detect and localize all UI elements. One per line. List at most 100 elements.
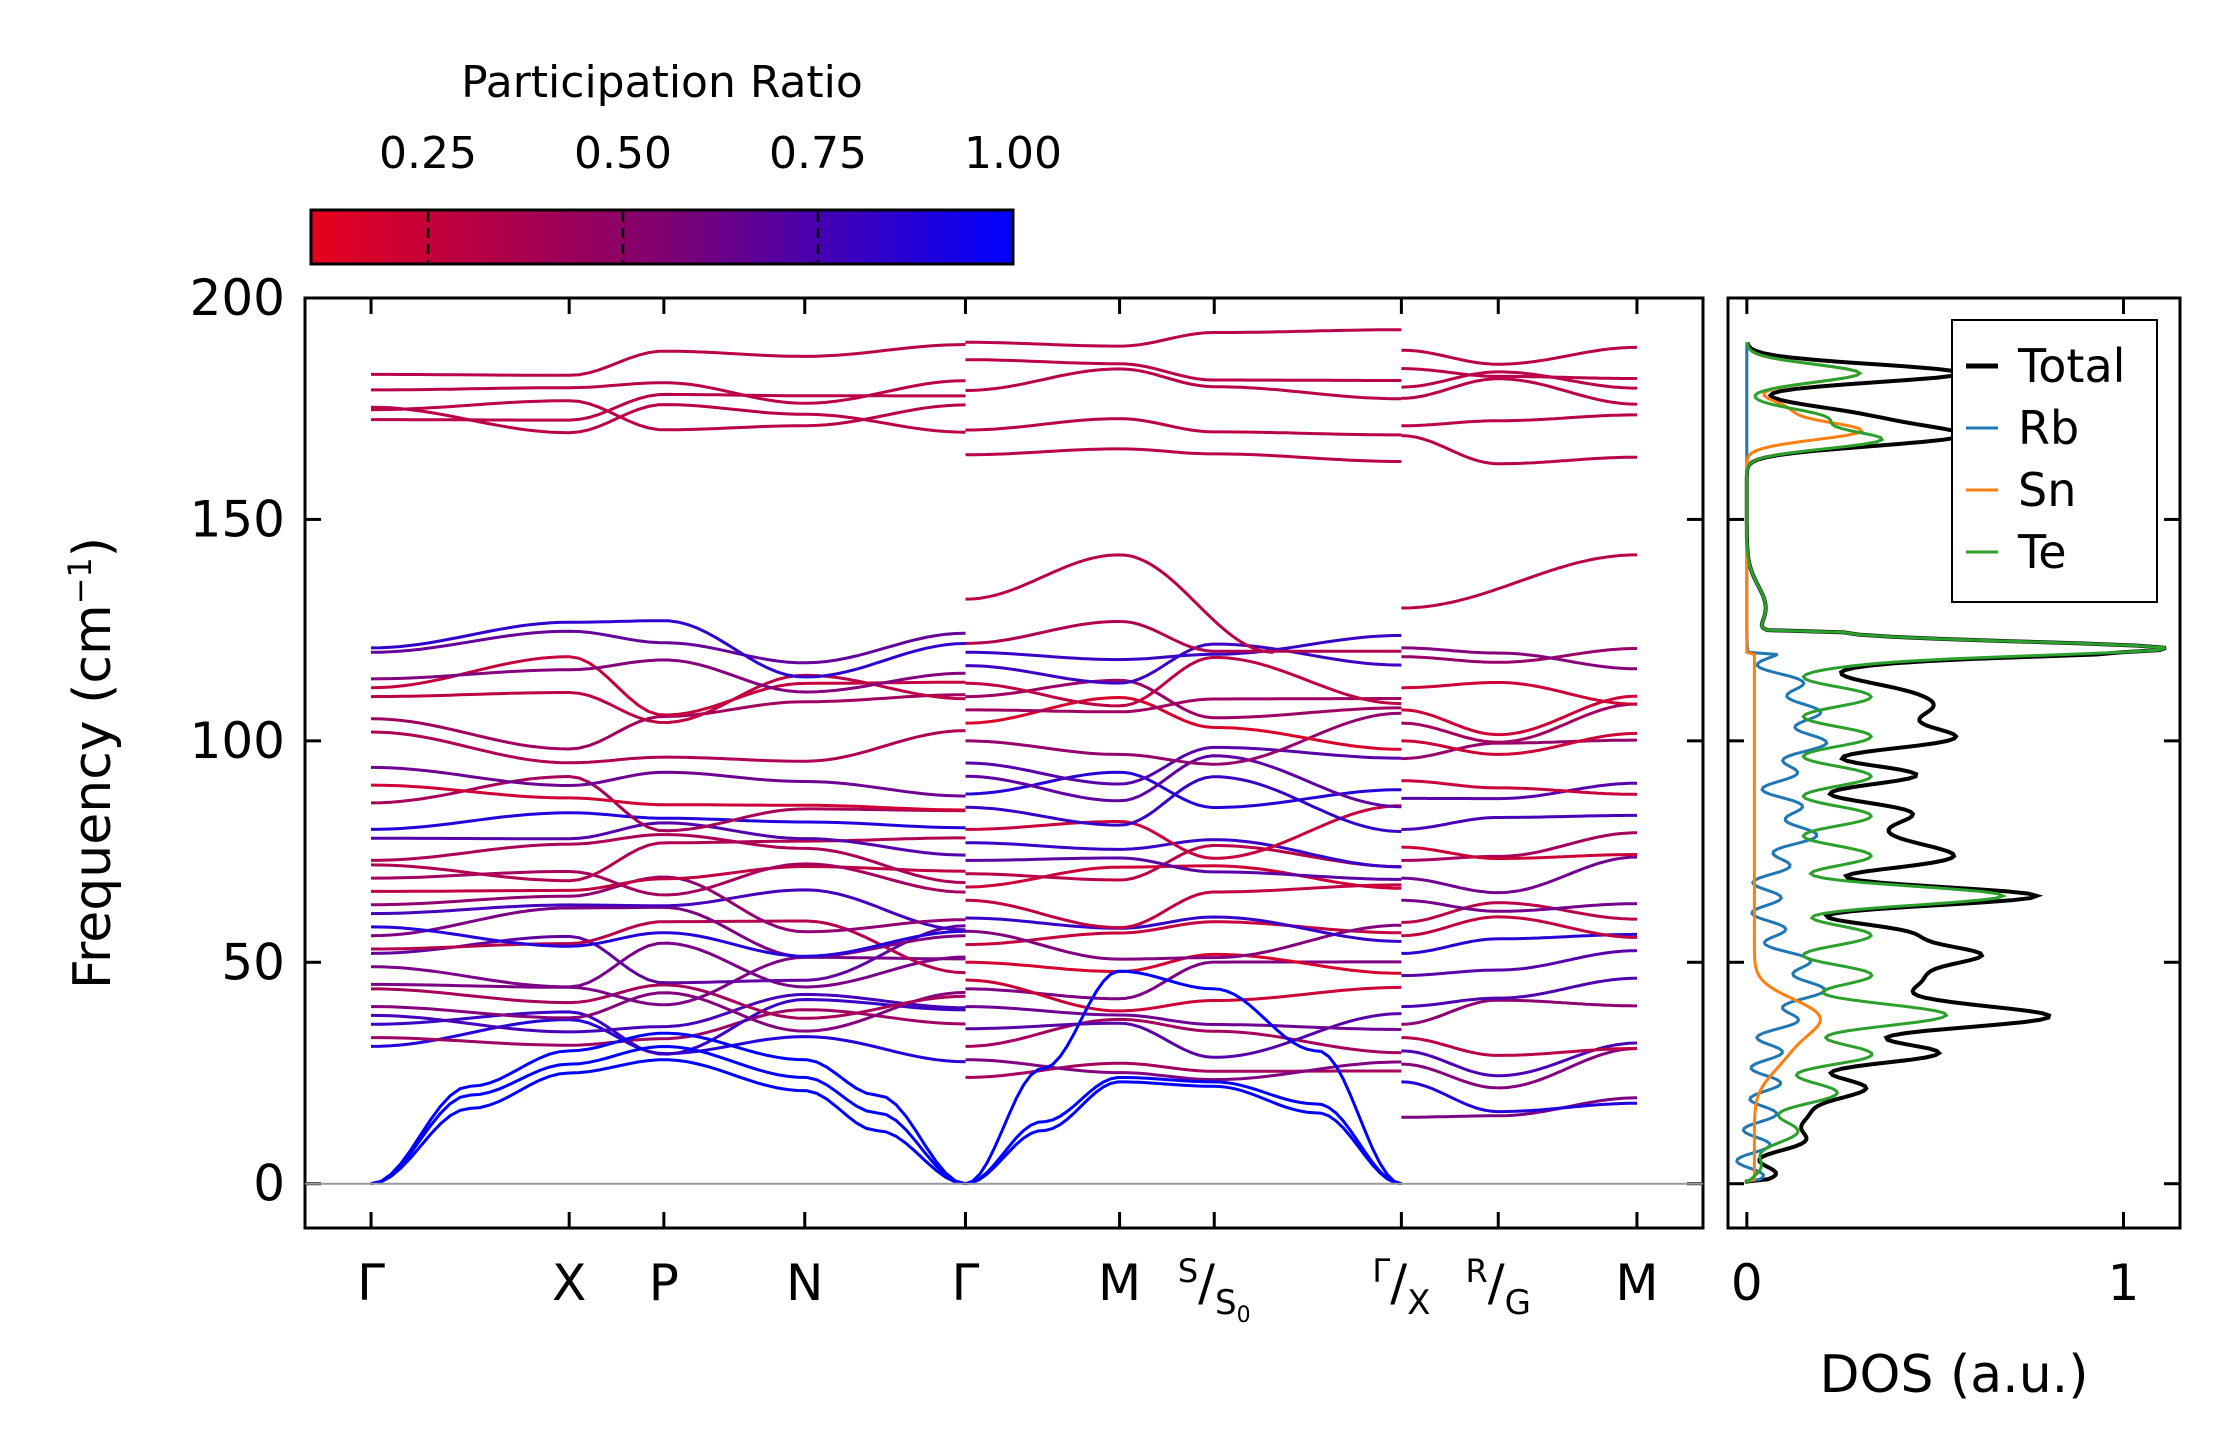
optical-band (965, 775, 1402, 833)
optical-band (965, 1017, 1402, 1055)
legend-label-rb: Rb (2018, 401, 2079, 455)
optical-band (370, 992, 966, 1034)
dos-te-curve (1745, 342, 2166, 1184)
optical-band (1401, 949, 1638, 978)
x-tick-label-fraction: S/S0 (1178, 1252, 1251, 1328)
optical-band (370, 774, 966, 833)
high-frequency-band (1401, 345, 1637, 366)
x-tick-label: Γ (357, 1254, 385, 1312)
colorbar-tick-label: 1.00 (964, 128, 1062, 179)
dos-x-tick-label: 1 (2108, 1254, 2140, 1312)
optical-band (1401, 702, 1638, 744)
optical-band (965, 844, 1402, 882)
high-frequency-band (965, 417, 1402, 437)
optical-band (965, 978, 1402, 1013)
optical-band (1401, 855, 1637, 895)
acoustic-band (370, 1044, 966, 1186)
optical-band (965, 711, 1402, 766)
optical-band (965, 1005, 1402, 1031)
high-frequency-band (1401, 413, 1637, 428)
band-y-ticks: 0 50 100 150 200 (190, 269, 1703, 1213)
optical-band (1401, 681, 1638, 706)
optical-band (1401, 781, 1637, 801)
optical-band (965, 633, 1402, 662)
dos-x-axis-title: DOS (a.u.) (1820, 1345, 2089, 1405)
optical-band (965, 619, 1402, 653)
optical-band (370, 941, 966, 989)
optical-band (1401, 831, 1637, 862)
optical-band (371, 983, 966, 1020)
dos-rb-curve (1735, 342, 1829, 1184)
optical-band (371, 864, 966, 893)
band-axes-frame (303, 296, 1705, 1230)
x-tick-label: Γ (952, 1254, 980, 1312)
high-frequency-band (1401, 434, 1637, 466)
optical-band (370, 629, 966, 665)
optical-band (965, 923, 1402, 961)
optical-band (1401, 738, 1637, 761)
acoustic-band (370, 1031, 966, 1186)
optical-band (371, 862, 966, 897)
y-tick-label: 50 (221, 933, 285, 991)
dos-sn-curve (1745, 342, 1864, 1184)
x-tick-label: M (1098, 1254, 1141, 1312)
legend-label-sn: Sn (2018, 463, 2076, 517)
optical-band (965, 697, 1402, 714)
optical-band (1401, 845, 1637, 860)
optical-band (965, 745, 1402, 786)
optical-band (371, 955, 966, 1007)
optical-band (1401, 813, 1637, 831)
dos-legend: Total Rb Sn Te (1951, 319, 2158, 603)
dos-x-tick-label: 0 (1731, 1254, 1763, 1312)
colorbar: Participation Ratio 0.25 0.50 0.75 1.00 (309, 57, 1062, 266)
isolated-band (965, 553, 1274, 654)
optical-band (370, 925, 966, 958)
dos-axes-frame (1726, 296, 2182, 1230)
isolated-band (1401, 553, 1637, 610)
high-frequency-band (965, 367, 1402, 401)
y-tick-label: 100 (190, 712, 285, 770)
acoustic-band (965, 1080, 1402, 1186)
optical-band (370, 997, 966, 1056)
optical-band (370, 658, 966, 694)
optical-band (371, 875, 966, 934)
high-frequency-band (371, 379, 966, 405)
optical-band (371, 1008, 966, 1047)
optical-band (1401, 731, 1638, 756)
optical-band (965, 804, 1402, 860)
high-frequency-band (965, 358, 1402, 382)
high-frequency-band (371, 343, 966, 377)
optical-band (370, 619, 966, 679)
y-axis-title: Frequency (cm−1) (61, 537, 123, 989)
legend-label-total: Total (2017, 339, 2125, 393)
optical-band (370, 836, 966, 883)
optical-band (965, 655, 1402, 708)
optical-band (370, 905, 966, 959)
optical-band (965, 754, 1402, 809)
optical-band (1401, 976, 1637, 1009)
optical-band (965, 695, 1402, 751)
optical-band (370, 811, 966, 831)
x-tick-label: M (1615, 1254, 1658, 1312)
optical-band (1401, 1096, 1638, 1119)
acoustic-band (370, 1058, 966, 1186)
optical-band (370, 655, 966, 717)
optical-band (370, 783, 966, 812)
x-tick-label: N (786, 1254, 823, 1312)
optical-band (965, 678, 1402, 720)
band-x-ticks: Γ X P N Γ M S/S0 Γ/X R/G M (357, 298, 1659, 1328)
y-tick-label: 0 (253, 1155, 285, 1213)
y-tick-label: 200 (190, 269, 285, 327)
optical-band (1401, 1047, 1638, 1090)
optical-band (965, 915, 1402, 943)
optical-band (1401, 915, 1637, 939)
optical-band (965, 642, 1402, 685)
optical-band (1401, 694, 1637, 737)
x-tick-label: P (649, 1254, 679, 1312)
acoustic-band (965, 969, 1402, 1186)
colorbar-title: Participation Ratio (461, 57, 863, 108)
x-tick-label-fraction: R/G (1466, 1252, 1531, 1323)
